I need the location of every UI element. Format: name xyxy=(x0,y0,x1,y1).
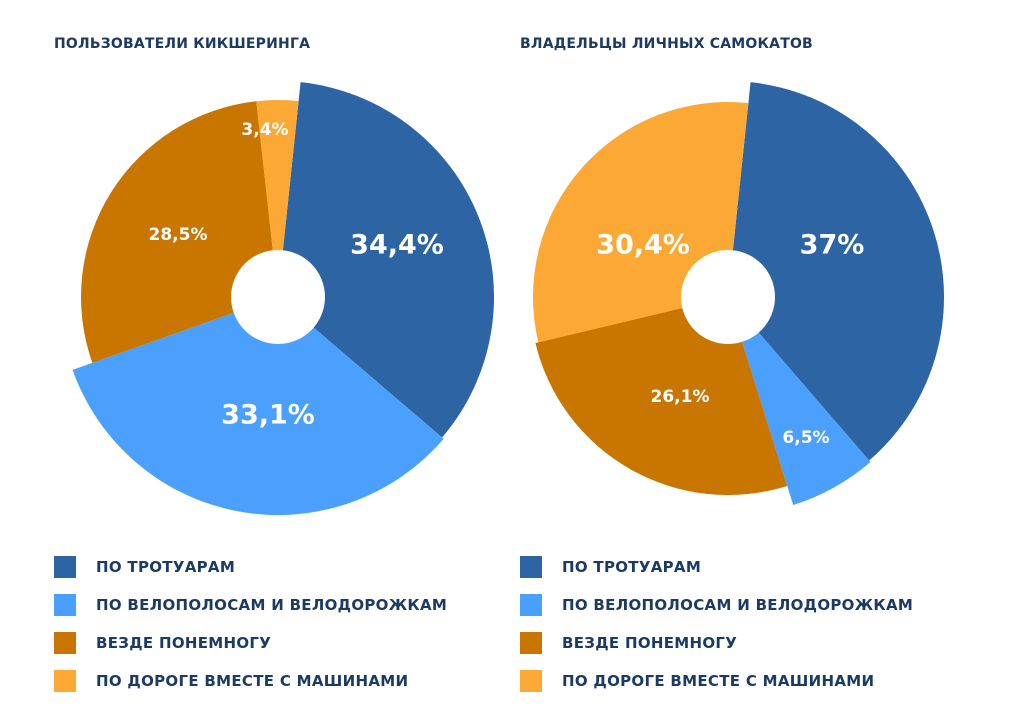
legend-swatch xyxy=(54,632,76,654)
legend-item: ПО ТРОТУАРАМ xyxy=(54,548,447,586)
legend-item: ПО ДОРОГЕ ВМЕСТЕ С МАШИНАМИ xyxy=(520,662,913,700)
legend-label: ПО ДОРОГЕ ВМЕСТЕ С МАШИНАМИ xyxy=(562,672,875,690)
legend-item: ВЕЗДЕ ПОНЕМНОГУ xyxy=(54,624,447,662)
legend-label: ПО ДОРОГЕ ВМЕСТЕ С МАШИНАМИ xyxy=(96,672,409,690)
donut-hole xyxy=(231,250,325,344)
legend-label: ПО ТРОТУАРАМ xyxy=(96,558,236,576)
label-left-everywhere: 28,5% xyxy=(148,225,208,245)
donut-hole xyxy=(681,250,775,344)
legend-label: ПО ВЕЛОПОЛОСАМ И ВЕЛОДОРОЖКАМ xyxy=(96,596,448,614)
legend-label: ПО ТРОТУАРАМ xyxy=(562,558,702,576)
legend-item: ВЕЗДЕ ПОНЕМНОГУ xyxy=(520,624,913,662)
chart-title-right: ВЛАДЕЛЬЦЫ ЛИЧНЫХ САМОКАТОВ xyxy=(520,36,813,52)
label-left-sidewalk: 34,4% xyxy=(350,229,444,261)
slice-sidewalk xyxy=(728,82,944,461)
label-right-bike: 6,5% xyxy=(782,428,830,448)
label-right-everywhere: 26,1% xyxy=(650,387,710,407)
slice-bike xyxy=(72,297,444,515)
label-left-bike: 33,1% xyxy=(221,399,315,431)
chart-title-left: ПОЛЬЗОВАТЕЛИ КИКШЕРИНГА xyxy=(54,36,311,52)
legend-item: ПО ВЕЛОПОЛОСАМ И ВЕЛОДОРОЖКАМ xyxy=(520,586,913,624)
legend-swatch xyxy=(54,594,76,616)
slice-sidewalk xyxy=(278,82,495,438)
legend-label: ВЕЗДЕ ПОНЕМНОГУ xyxy=(96,634,272,652)
legend-left: ПО ТРОТУАРАМ ПО ВЕЛОПОЛОСАМ И ВЕЛОДОРОЖК… xyxy=(54,548,447,700)
slice-bike xyxy=(728,297,871,506)
pie-left xyxy=(72,82,495,515)
legend-item: ПО ВЕЛОПОЛОСАМ И ВЕЛОДОРОЖКАМ xyxy=(54,586,447,624)
legend-right: ПО ТРОТУАРАМ ПО ВЕЛОПОЛОСАМ И ВЕЛОДОРОЖК… xyxy=(520,548,913,700)
slice-everywhere xyxy=(535,297,788,495)
legend-item: ПО ТРОТУАРАМ xyxy=(520,548,913,586)
legend-swatch xyxy=(520,632,542,654)
legend-swatch xyxy=(54,556,76,578)
legend-swatch xyxy=(54,670,76,692)
slice-road xyxy=(256,99,299,297)
legend-swatch xyxy=(520,594,542,616)
label-left-road: 3,4% xyxy=(241,120,289,140)
slice-everywhere xyxy=(80,101,278,363)
legend-swatch xyxy=(520,670,542,692)
pie-right xyxy=(533,82,944,506)
label-right-road: 30,4% xyxy=(596,229,690,261)
label-right-sidewalk: 37% xyxy=(799,229,865,261)
legend-swatch xyxy=(520,556,542,578)
legend-label: ПО ВЕЛОПОЛОСАМ И ВЕЛОДОРОЖКАМ xyxy=(562,596,914,614)
legend-item: ПО ДОРОГЕ ВМЕСТЕ С МАШИНАМИ xyxy=(54,662,447,700)
legend-label: ВЕЗДЕ ПОНЕМНОГУ xyxy=(562,634,738,652)
